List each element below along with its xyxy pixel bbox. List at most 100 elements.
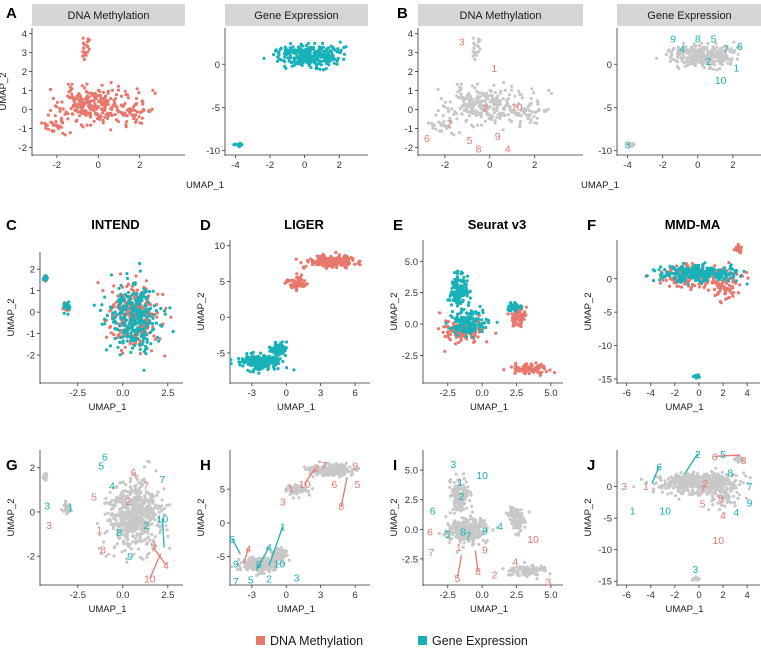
scatter-point xyxy=(144,537,148,541)
scatter-point xyxy=(294,56,298,60)
scatter-point xyxy=(141,557,145,561)
scatter-point xyxy=(434,113,438,117)
scatter-point xyxy=(712,267,717,271)
scatter-point xyxy=(692,42,696,46)
scatter-point xyxy=(101,90,105,95)
scatter-point xyxy=(476,50,480,54)
scatter-point xyxy=(729,62,733,66)
cluster-label: 8 xyxy=(476,143,482,155)
x-tick-label: 0 xyxy=(96,160,101,171)
scatter-point xyxy=(324,259,328,263)
scatter-point xyxy=(705,58,709,62)
scatter-point xyxy=(114,97,118,101)
scatter-point xyxy=(331,469,335,473)
scatter-point xyxy=(675,59,679,63)
scatter-point xyxy=(110,88,115,92)
scatter-point xyxy=(729,59,733,63)
scatter-point xyxy=(141,339,145,344)
scatter-point xyxy=(58,106,62,110)
scatter-point xyxy=(498,99,503,103)
scatter-point xyxy=(82,42,86,46)
scatter-point xyxy=(118,353,122,357)
scatter-point xyxy=(718,288,723,292)
scatter-point xyxy=(268,361,272,365)
scatter-point xyxy=(118,340,122,344)
scatter-point xyxy=(717,285,721,289)
scatter-point xyxy=(514,361,518,365)
scatter-point xyxy=(126,514,130,518)
cluster-label: 2 xyxy=(143,520,149,532)
scatter-point xyxy=(522,111,526,115)
scatter-point xyxy=(487,116,491,121)
scatter-point xyxy=(456,90,460,94)
scatter-point xyxy=(323,57,327,61)
scatter-point xyxy=(476,37,481,41)
scatter-point xyxy=(40,121,44,125)
scatter-point xyxy=(134,274,138,278)
scatter-point xyxy=(658,281,662,285)
scatter-point xyxy=(707,52,711,56)
x-tick-label: 2 xyxy=(720,388,725,399)
facet-strip-label: DNA Methylation xyxy=(68,10,150,22)
scatter-point xyxy=(436,87,440,92)
scatter-point xyxy=(470,84,474,88)
scatter-point xyxy=(116,84,121,88)
scatter-point xyxy=(735,57,740,61)
scatter-point xyxy=(138,352,143,356)
scatter-point xyxy=(132,321,136,325)
scatter-point xyxy=(288,48,292,52)
scatter-point xyxy=(690,267,694,272)
scatter-point xyxy=(314,52,318,56)
scatter-point xyxy=(332,61,336,65)
scatter-point xyxy=(262,354,266,358)
scatter-point xyxy=(89,123,93,127)
scatter-point xyxy=(729,271,733,276)
scatter-point xyxy=(127,542,131,546)
scatter-point xyxy=(136,488,140,493)
scatter-point xyxy=(713,59,717,63)
scatter-point xyxy=(450,310,455,314)
scatter-point xyxy=(139,555,143,560)
scatter-point xyxy=(151,501,155,505)
scatter-point xyxy=(278,344,282,348)
scatter-point xyxy=(675,264,679,268)
scatter-point xyxy=(133,295,137,300)
scatter-point xyxy=(129,477,133,481)
scatter-point xyxy=(457,287,461,291)
scatter-point xyxy=(353,468,357,472)
scatter-point xyxy=(125,557,129,561)
scatter-point xyxy=(465,106,469,110)
panel-letter: H xyxy=(200,457,211,474)
scatter-point xyxy=(298,61,302,65)
scatter-point xyxy=(448,326,452,330)
scatter-point xyxy=(731,294,735,298)
scatter-point xyxy=(514,104,518,108)
scatter-point xyxy=(123,514,127,518)
scatter-point xyxy=(496,112,500,116)
scatter-point xyxy=(144,307,148,312)
scatter-point xyxy=(534,366,538,370)
panel-title: INTEND xyxy=(91,217,139,232)
scatter-point xyxy=(455,271,459,276)
cluster-label: 9 xyxy=(495,131,501,143)
scatter-point xyxy=(476,123,480,127)
scatter-point xyxy=(746,276,750,280)
scatter-point xyxy=(535,121,539,125)
scatter-point xyxy=(299,273,303,277)
scatter-point xyxy=(528,120,532,124)
scatter-point xyxy=(110,113,114,117)
scatter-point xyxy=(319,63,323,67)
scatter-point xyxy=(668,264,672,268)
scatter-point xyxy=(284,66,288,70)
scatter-point xyxy=(104,496,108,500)
scatter-point xyxy=(70,82,74,86)
scatter-point xyxy=(485,113,489,117)
scatter-point xyxy=(484,317,488,321)
scatter-point xyxy=(714,55,718,59)
scatter-point xyxy=(508,108,512,112)
scatter-point xyxy=(737,248,741,252)
scatter-point xyxy=(521,313,525,317)
scatter-point xyxy=(467,301,471,305)
scatter-point xyxy=(455,117,459,121)
